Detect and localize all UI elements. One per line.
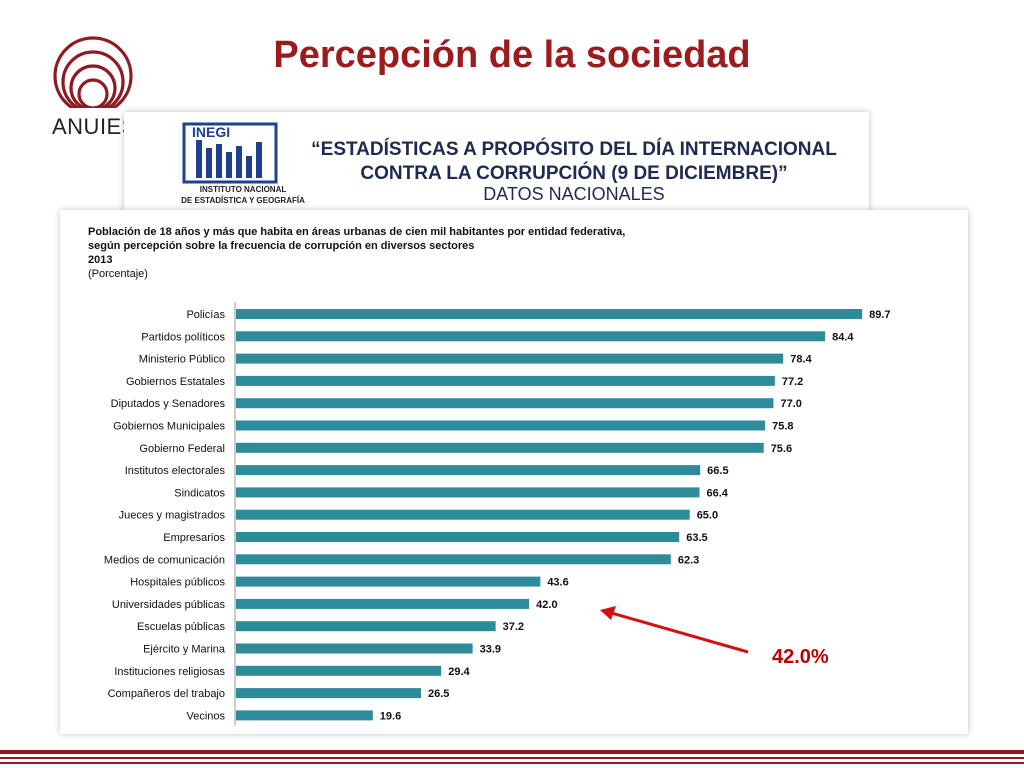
annotation-label: 42.0%	[772, 646, 829, 668]
chart-title-line2: según percepción sobre la frecuencia de …	[88, 240, 475, 252]
bar	[236, 688, 421, 699]
bar	[236, 710, 373, 721]
value-label: 29.4	[448, 666, 470, 678]
value-label: 33.9	[480, 644, 501, 656]
value-label: 78.4	[790, 354, 812, 366]
value-label: 84.4	[832, 331, 854, 343]
footer-decoration	[0, 748, 1024, 768]
bar	[236, 465, 701, 476]
logo-text: ANUIES	[52, 114, 137, 139]
value-label: 37.2	[503, 621, 524, 633]
category-label: Partidos políticos	[141, 331, 225, 343]
chart-title-line1: Población de 18 años y más que habita en…	[88, 226, 626, 238]
bar	[236, 598, 530, 609]
bar	[236, 420, 766, 431]
category-label: Vecinos	[186, 710, 225, 722]
bar	[236, 621, 496, 632]
bar	[236, 576, 541, 587]
chart-title-line3: 2013	[88, 254, 113, 266]
value-label: 75.6	[771, 443, 792, 455]
category-label: Policías	[186, 309, 225, 321]
value-label: 66.5	[707, 465, 728, 477]
bar-chart: Policías 89.7 Partidos políticos 84.4 Minist…	[104, 302, 891, 726]
value-label: 62.3	[678, 554, 699, 566]
bar	[236, 554, 671, 565]
category-label: Ministerio Público	[139, 354, 225, 366]
bar	[236, 643, 473, 654]
page-title: Percepción de la sociedad	[273, 34, 751, 76]
inegi-caption: INSTITUTO NACIONAL DE ESTADÍSTICA Y GEOG…	[158, 184, 328, 206]
bar	[236, 353, 784, 364]
bar	[236, 398, 774, 409]
inegi-logo-icon: INEGI	[182, 122, 278, 184]
value-label: 42.0	[536, 599, 557, 611]
category-label: Institutos electorales	[125, 465, 226, 477]
source-title-line2: CONTRA LA CORRUPCIÓN (9 DE DICIEMBRE)”	[360, 163, 788, 184]
category-label: Compañeros del trabajo	[108, 688, 225, 700]
source-title: “ESTADÍSTICAS A PROPÓSITO DEL DÍA INTERN…	[294, 138, 854, 186]
category-label: Gobierno Federal	[139, 443, 225, 455]
value-label: 63.5	[686, 532, 707, 544]
bar	[236, 532, 680, 542]
value-label: 19.6	[380, 710, 401, 722]
category-label: Gobiernos Estatales	[126, 376, 226, 388]
value-label: 66.4	[706, 487, 728, 499]
anuies-logo-icon	[48, 36, 138, 138]
value-label: 26.5	[428, 688, 449, 700]
inegi-caption-line2: DE ESTADÍSTICA Y GEOGRAFÍA	[181, 196, 305, 205]
bar	[236, 509, 690, 520]
value-label: 65.0	[697, 510, 718, 522]
category-label: Medios de comunicación	[104, 554, 225, 566]
category-label: Escuelas públicas	[137, 621, 226, 633]
category-label: Gobiernos Municipales	[113, 421, 225, 433]
bar	[236, 331, 826, 342]
value-label: 77.2	[782, 376, 803, 388]
category-label: Jueces y magistrados	[119, 510, 226, 522]
value-label: 77.0	[780, 398, 801, 410]
inegi-caption-line1: INSTITUTO NACIONAL	[199, 185, 287, 194]
category-label: Sindicatos	[174, 487, 225, 499]
category-label: Ejército y Marina	[143, 644, 226, 656]
bar	[236, 309, 863, 319]
inegi-logo-text: INEGI	[192, 124, 230, 140]
chart-unit: (Porcentaje)	[88, 268, 148, 280]
source-title-line1: “ESTADÍSTICAS A PROPÓSITO DEL DÍA INTERN…	[311, 139, 837, 160]
source-header-panel: INEGI INSTITUTO NACIONAL DE ESTADÍSTICA …	[124, 112, 869, 212]
source-subtitle: DATOS NACIONALES	[483, 184, 665, 204]
category-label: Diputados y Senadores	[111, 398, 226, 410]
value-label: 89.7	[869, 309, 890, 321]
category-label: Hospitales públicos	[130, 577, 225, 589]
value-label: 75.8	[772, 421, 793, 433]
bar	[236, 665, 442, 676]
bar	[236, 487, 700, 498]
category-label: Instituciones religiosas	[114, 666, 225, 678]
bar	[236, 375, 775, 386]
category-label: Empresarios	[163, 532, 225, 544]
value-label: 43.6	[547, 577, 568, 589]
category-label: Universidades públicas	[112, 599, 226, 611]
bar	[236, 442, 764, 453]
chart-title: Población de 18 años y más que habita en…	[88, 225, 625, 281]
